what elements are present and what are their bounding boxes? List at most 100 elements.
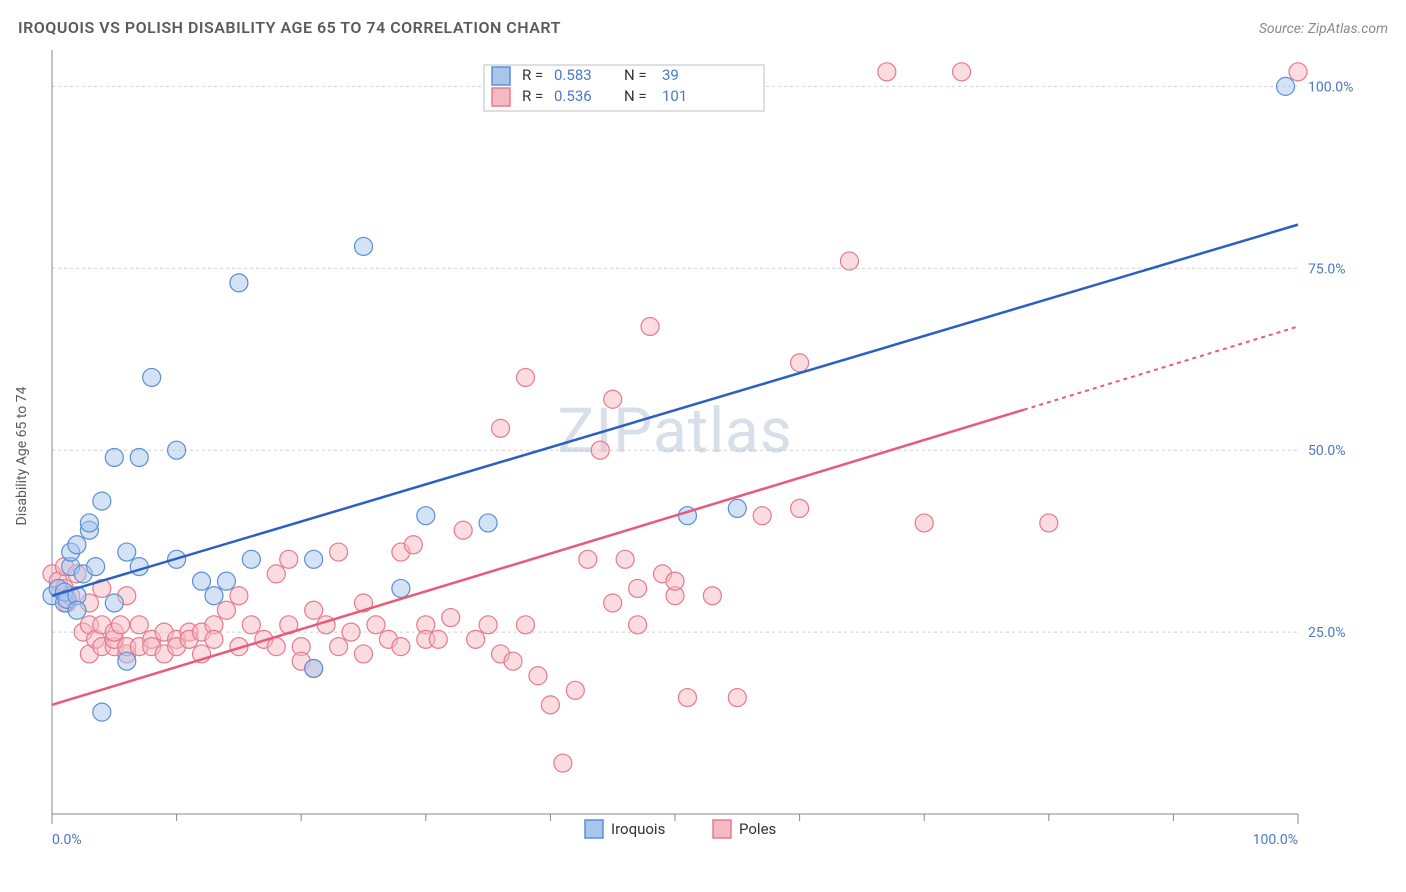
data-point xyxy=(529,667,547,685)
data-point xyxy=(305,601,323,619)
data-point xyxy=(112,616,130,634)
data-point xyxy=(629,616,647,634)
data-point xyxy=(105,594,123,612)
scatter-chart: 25.0% 50.0% 75.0% 100.0% 0.0% 100.0% ZIPatlas R… xyxy=(40,50,1388,862)
legend-r-label: R = xyxy=(522,87,543,105)
data-point xyxy=(641,317,659,335)
source-label: Source: ZipAtlas.com xyxy=(1259,21,1388,37)
data-point xyxy=(217,572,235,590)
data-point xyxy=(579,550,597,568)
data-point xyxy=(840,252,858,270)
chart-title: IROQUOIS VS POLISH DISABILITY AGE 65 TO … xyxy=(18,18,561,37)
y-tick-label: 75.0% xyxy=(1308,261,1346,277)
data-point xyxy=(267,638,285,656)
data-point xyxy=(878,63,896,81)
trend-line xyxy=(52,410,1024,705)
data-point xyxy=(479,514,497,532)
data-point xyxy=(492,419,510,437)
data-point xyxy=(915,514,933,532)
data-point xyxy=(591,441,609,459)
data-point xyxy=(242,550,260,568)
data-point xyxy=(93,703,111,721)
data-point xyxy=(728,689,746,707)
data-point xyxy=(193,572,211,590)
x-tick-label: 0.0% xyxy=(52,832,82,848)
data-point xyxy=(205,587,223,605)
data-point xyxy=(417,507,435,525)
data-point xyxy=(516,616,534,634)
legend-label: Iroquois xyxy=(611,820,665,838)
data-point xyxy=(130,616,148,634)
data-point xyxy=(404,536,422,554)
legend-swatch xyxy=(492,67,510,85)
data-point xyxy=(305,550,323,568)
data-point xyxy=(205,630,223,648)
data-point xyxy=(953,63,971,81)
data-point xyxy=(791,499,809,517)
data-point xyxy=(68,536,86,554)
data-point xyxy=(118,652,136,670)
trend-line-extrapolated xyxy=(1024,326,1298,409)
legend-swatch xyxy=(585,820,603,838)
legend-swatch xyxy=(492,88,510,106)
y-tick-label: 50.0% xyxy=(1308,443,1346,459)
data-point xyxy=(330,638,348,656)
data-point xyxy=(454,521,472,539)
data-point xyxy=(1289,63,1307,81)
data-point xyxy=(230,587,248,605)
data-point xyxy=(355,237,373,255)
data-point xyxy=(616,550,634,568)
data-point xyxy=(566,681,584,699)
y-axis-label: Disability Age 65 to 74 xyxy=(14,387,30,526)
data-point xyxy=(87,558,105,576)
data-point xyxy=(629,579,647,597)
y-tick-label: 100.0% xyxy=(1308,79,1353,95)
data-point xyxy=(342,623,360,641)
legend-n-label: N = xyxy=(624,87,647,105)
legend-r-value: 0.536 xyxy=(554,87,592,105)
data-point xyxy=(217,601,235,619)
data-point xyxy=(242,616,260,634)
data-point xyxy=(68,601,86,619)
data-point xyxy=(118,543,136,561)
data-point xyxy=(330,543,348,561)
x-tick-label: 100.0% xyxy=(1253,832,1298,848)
chart-area: Disability Age 65 to 74 25.0%50.0%75.0%1… xyxy=(40,50,1388,862)
data-point xyxy=(267,565,285,583)
data-point xyxy=(678,689,696,707)
data-point xyxy=(1040,514,1058,532)
data-point xyxy=(604,390,622,408)
series-legend: IroquoisPoles xyxy=(585,820,776,838)
legend-n-value: 39 xyxy=(662,66,679,84)
data-point xyxy=(516,368,534,386)
data-point xyxy=(392,579,410,597)
legend-r-value: 0.583 xyxy=(554,66,592,84)
legend-r-label: R = xyxy=(522,66,543,84)
data-point xyxy=(554,754,572,772)
watermark: ZIPatlas xyxy=(557,395,793,468)
legend-n-label: N = xyxy=(624,66,647,84)
data-point xyxy=(604,594,622,612)
data-point xyxy=(1277,77,1295,95)
legend-n-value: 101 xyxy=(662,87,687,105)
data-point xyxy=(168,441,186,459)
y-tick-label: 25.0% xyxy=(1308,625,1346,641)
data-point xyxy=(442,609,460,627)
data-point xyxy=(105,448,123,466)
data-point xyxy=(791,354,809,372)
legend-swatch xyxy=(713,820,731,838)
data-point xyxy=(367,616,385,634)
data-point xyxy=(666,572,684,590)
data-point xyxy=(703,587,721,605)
data-point xyxy=(130,448,148,466)
data-point xyxy=(355,645,373,663)
data-point xyxy=(305,659,323,677)
data-point xyxy=(93,492,111,510)
data-point xyxy=(541,696,559,714)
data-point xyxy=(504,652,522,670)
data-point xyxy=(728,499,746,517)
data-point xyxy=(479,616,497,634)
data-point xyxy=(143,368,161,386)
data-point xyxy=(429,630,447,648)
data-point xyxy=(467,630,485,648)
